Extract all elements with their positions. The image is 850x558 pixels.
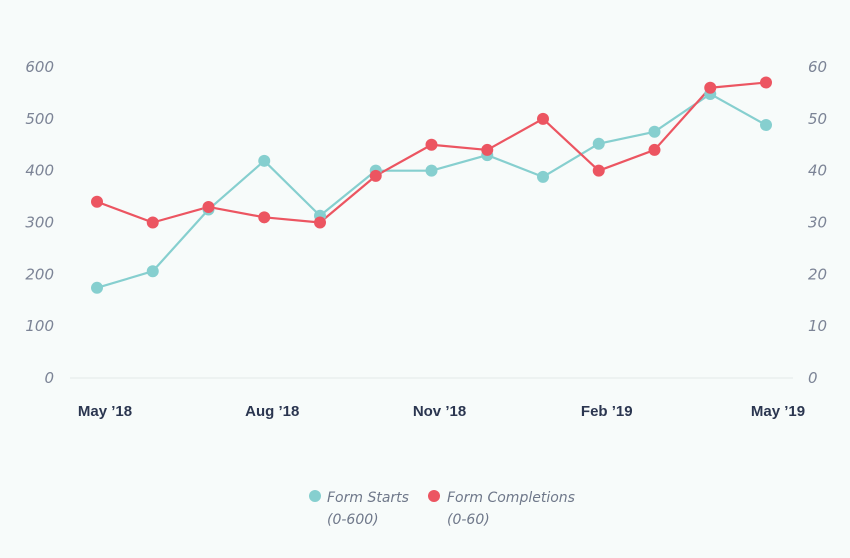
data-point-form-starts [648,125,661,138]
data-point-form-starts [760,119,772,132]
right-y-axis: 0 10 20 30 40 50 60 [808,58,827,387]
y-right-tick-label: 60 [808,58,827,76]
data-point-form-completions [425,138,438,151]
data-point-form-completions [146,216,159,229]
legend-label-form-starts: Form Starts [327,490,409,506]
data-point-form-completions [91,195,103,208]
y-right-tick-label: 10 [808,317,827,335]
series-line-form-starts [96,92,767,289]
x-tick-label: Nov ’18 [413,403,466,420]
data-point-form-starts [91,281,103,294]
data-point-form-starts [537,170,549,183]
legend-marker-form-starts [309,490,321,502]
x-tick-label: May ’19 [751,403,805,420]
y-left-tick-label: 100 [25,317,54,335]
series-line-form-completions [96,81,767,224]
legend-marker-form-completions [428,490,440,502]
data-point-form-starts [146,265,159,278]
data-point-form-completions [202,200,215,213]
x-tick-label: May ’18 [78,403,132,420]
data-point-form-completions [537,112,549,125]
y-left-tick-label: 0 [44,369,54,387]
y-left-tick-label: 300 [25,214,54,232]
y-left-tick-label: 200 [25,265,54,283]
data-point-form-completions [258,211,271,224]
y-left-tick-label: 600 [25,58,54,76]
x-tick-label: Feb ’19 [581,403,633,420]
data-point-form-starts [592,137,605,150]
data-point-form-completions [369,169,382,182]
left-y-axis: 0 100 200 300 400 500 600 [25,58,54,387]
data-point-form-completions [481,143,494,156]
y-right-tick-label: 0 [808,369,818,387]
y-left-tick-label: 400 [25,162,54,180]
y-right-tick-label: 40 [808,162,827,180]
data-point-form-completions [314,216,326,229]
y-right-tick-label: 20 [808,265,827,283]
series-lines [96,81,767,289]
data-point-form-starts [425,164,438,177]
y-right-tick-label: 30 [808,214,827,232]
x-axis: May ’18 Aug ’18 Nov ’18 Feb ’19 May ’19 [78,403,805,420]
data-point-form-completions [648,143,661,156]
data-point-form-completions [704,81,717,94]
data-point-form-completions [592,164,605,177]
legend-range-form-completions: (0-60) [447,512,490,528]
legend-label-form-completions: Form Completions [447,490,575,506]
legend-range-form-starts: (0-600) [327,512,379,528]
y-left-tick-label: 500 [25,110,54,128]
data-point-form-completions [760,76,772,89]
x-tick-label: Aug ’18 [245,403,299,420]
y-right-tick-label: 50 [808,110,827,128]
data-point-form-starts [258,154,271,167]
series-points [91,76,772,294]
legend: Form Starts (0-600) Form Completions (0-… [309,490,575,528]
